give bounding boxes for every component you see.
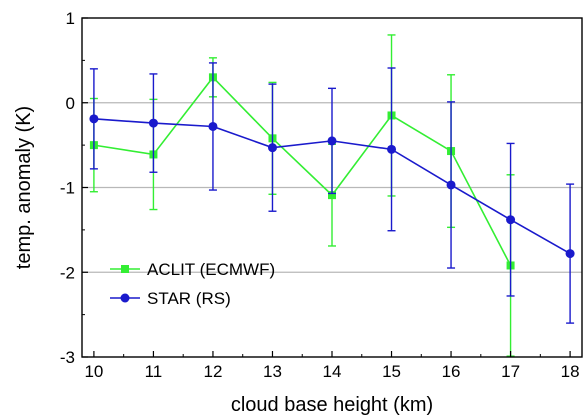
legend-marker [120, 293, 130, 303]
y-tick-label: 0 [66, 94, 75, 113]
data-point [148, 118, 158, 128]
y-axis-title: temp. anomaly (K) [13, 106, 35, 269]
axis-ticks: 10 11 12 13 14 15 16 17 18 -3 -2 -1 0 1 [60, 9, 580, 381]
series-layer [89, 34, 575, 357]
data-point [328, 191, 336, 200]
legend-label: STAR (RS) [147, 289, 231, 308]
x-tick-label: 12 [203, 362, 222, 381]
data-point [387, 144, 397, 154]
x-tick-label: 14 [323, 362, 342, 381]
y-tick-label: -1 [60, 179, 75, 198]
x-tick-label: 18 [561, 362, 580, 381]
data-point [267, 143, 277, 153]
series-1 [89, 62, 575, 324]
data-point [565, 249, 575, 259]
data-point [446, 180, 456, 190]
legend-marker [121, 265, 129, 273]
y-tick-label: -3 [60, 348, 75, 367]
data-point [89, 114, 99, 124]
x-tick-label: 17 [501, 362, 520, 381]
series-line [93, 76, 512, 266]
y-tick-label: -2 [60, 263, 75, 282]
x-tick-label: 15 [382, 362, 401, 381]
data-point [208, 121, 218, 131]
x-tick-label: 13 [263, 362, 282, 381]
y-tick-label: 1 [66, 9, 75, 28]
legend: ACLIT (ECMWF) STAR (RS) [110, 260, 275, 308]
data-point [506, 215, 516, 225]
x-tick-label: 16 [442, 362, 461, 381]
data-point [327, 136, 337, 146]
x-tick-label: 10 [84, 362, 103, 381]
x-tick-label: 11 [145, 362, 163, 381]
legend-label: ACLIT (ECMWF) [147, 260, 275, 279]
x-axis-title: cloud base height (km) [231, 394, 433, 416]
